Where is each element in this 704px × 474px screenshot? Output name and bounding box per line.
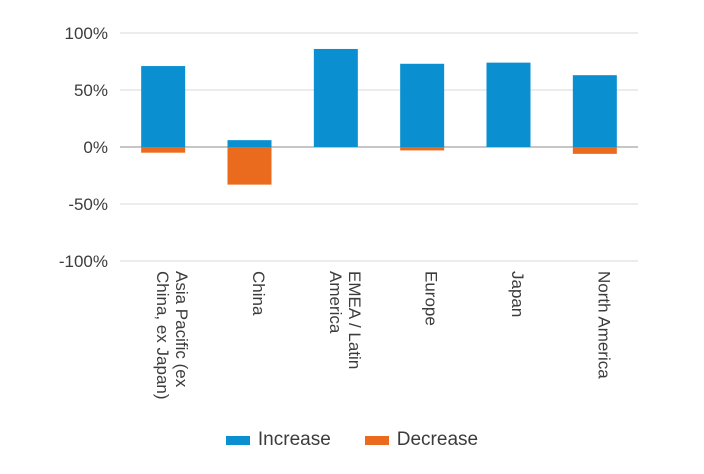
bar-increase-4	[486, 62, 531, 147]
bar-increase-2	[313, 48, 358, 147]
bar-decrease-0	[141, 147, 186, 153]
x-category-label: America	[326, 271, 345, 334]
x-category-label: North America	[594, 271, 613, 379]
x-category-label: Europe	[422, 271, 441, 326]
legend-item-increase: Increase	[225, 429, 331, 451]
x-category-label: Asia Pacific (ex	[172, 271, 191, 388]
y-tick-label: 0%	[83, 138, 108, 157]
bar-increase-3	[400, 63, 445, 147]
x-category-label: China, ex Japan)	[153, 271, 172, 400]
bar-increase-0	[141, 66, 186, 147]
x-category-label: Japan	[508, 271, 527, 317]
bar-increase-5	[572, 75, 617, 147]
legend: Increase Decrease	[0, 429, 704, 451]
legend-swatch-increase	[225, 435, 250, 445]
legend-swatch-decrease	[364, 435, 389, 445]
legend-label-decrease: Decrease	[396, 429, 479, 450]
y-tick-label: -50%	[68, 195, 108, 214]
x-category-label: China	[249, 271, 268, 316]
legend-label-increase: Increase	[257, 429, 331, 450]
gridlines	[120, 32, 638, 262]
bar-increase-1	[227, 140, 272, 147]
y-axis-ticks: 100% 50% 0% -50% -100%	[59, 24, 108, 271]
bars	[141, 48, 617, 185]
y-tick-label: 100%	[65, 24, 108, 43]
bar-decrease-3	[400, 147, 445, 151]
bar-decrease-5	[572, 147, 617, 154]
legend-item-decrease: Decrease	[364, 429, 479, 451]
y-tick-label: 50%	[74, 81, 108, 100]
x-category-label: EMEA / Latin	[345, 271, 364, 369]
y-tick-label: -100%	[59, 252, 108, 271]
bar-decrease-1	[227, 147, 272, 185]
